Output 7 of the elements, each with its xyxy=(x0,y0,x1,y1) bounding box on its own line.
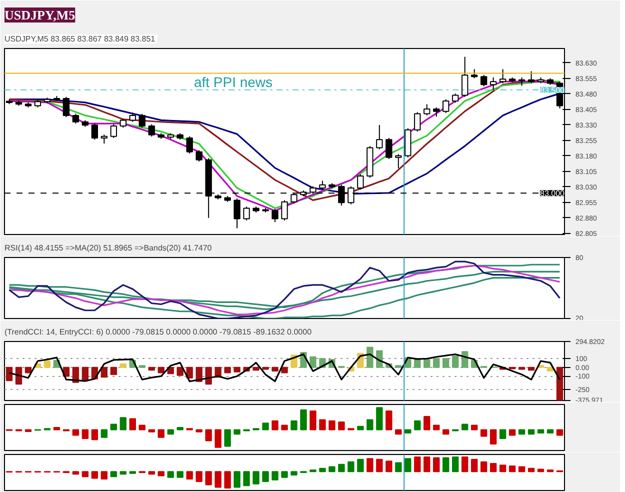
chart-title: RSI(14) 48.4155 =>MA(20) 51.8965 =>Bands(20) 41.7470 xyxy=(4,244,212,252)
annotation: aft PPI news xyxy=(194,74,273,90)
chart-title: (TrendCCI: 14, EntryCCI: 6) 0.0000 -79.0815 0.0000 0.0000 -79.0815 -89.1632 0.0000 xyxy=(4,328,312,336)
chart-title: USDJPY,M5 xyxy=(4,8,76,22)
chart-subtitle: USDJPY,M5 83.865 83.867 83.849 83.851 xyxy=(4,34,156,44)
ref-line-label: 83.500 xyxy=(540,86,566,95)
ref-line-label: 83.000 xyxy=(540,189,566,198)
